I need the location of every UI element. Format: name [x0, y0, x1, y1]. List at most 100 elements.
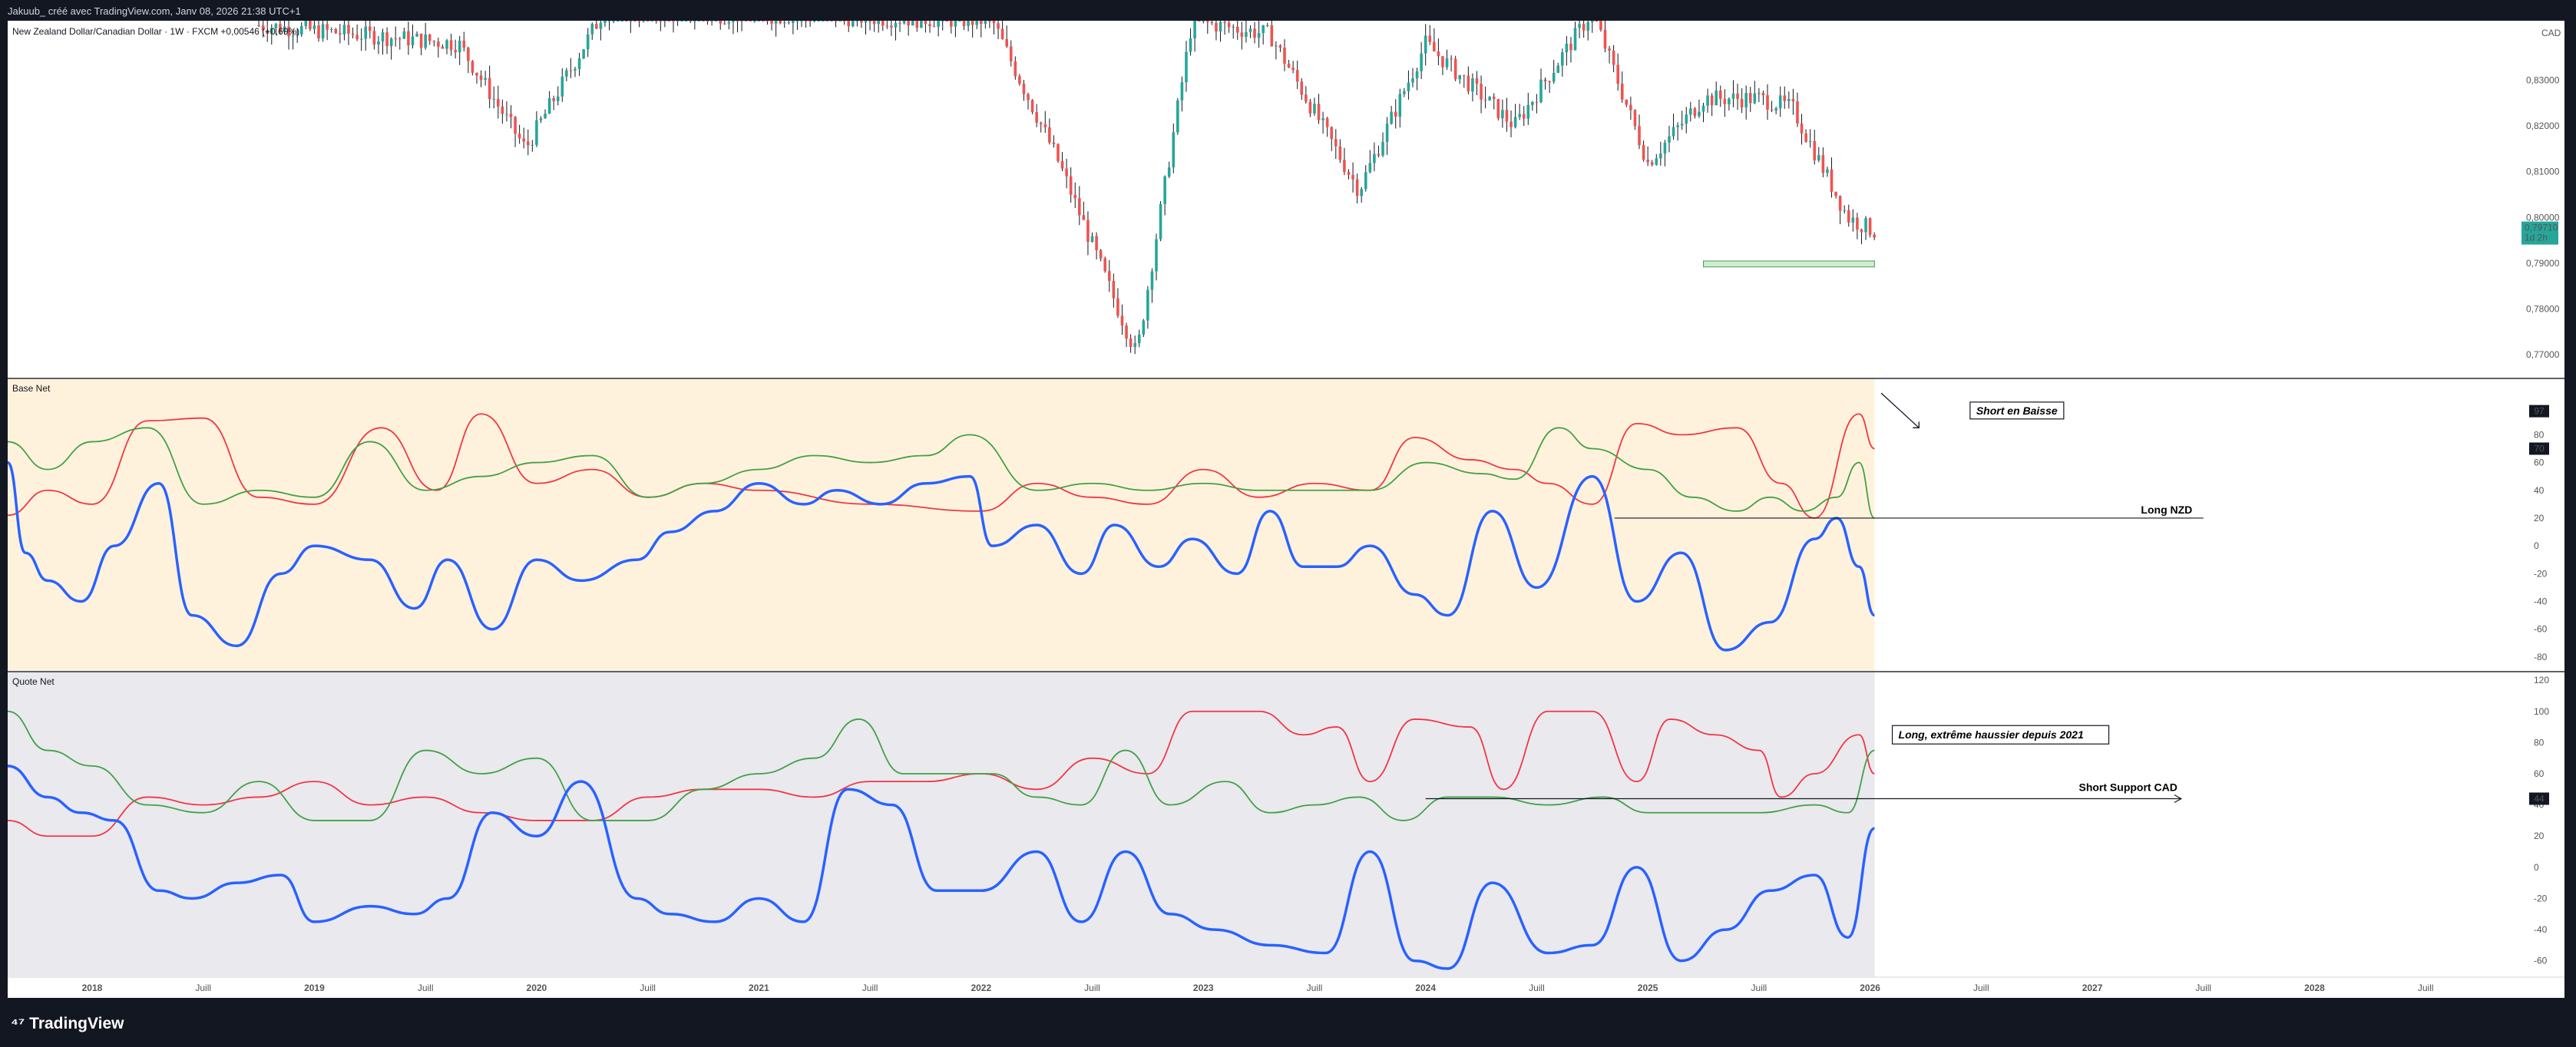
time-tick-label: 2028 [2304, 983, 2325, 993]
candle-body [971, 21, 974, 25]
candle-body [561, 76, 564, 97]
candle-body [1000, 28, 1004, 39]
time-tick-label: 2027 [2082, 983, 2103, 993]
candle-body [872, 21, 876, 25]
candle-body [1685, 114, 1688, 124]
candle-body [334, 28, 338, 34]
candle-body [266, 30, 270, 35]
time-tick-label: 2020 [527, 983, 547, 993]
candle-body [522, 138, 525, 142]
candle-body [484, 78, 487, 80]
candle-body [1112, 280, 1116, 299]
indicator-tick-label: -40 [2534, 596, 2548, 607]
red-series-line [8, 710, 1875, 837]
candle-body [1770, 109, 1774, 111]
candle-body [1347, 171, 1351, 175]
candle-body [419, 33, 423, 48]
time-tick-label: 2025 [1638, 983, 1658, 993]
candle-body [1599, 21, 1602, 30]
candle-body [407, 31, 410, 46]
short-support-arrow-head [2174, 794, 2183, 804]
candle-body [1313, 104, 1316, 114]
price-tick-label: 0,79000 [2526, 258, 2560, 269]
price-tick-label: 0,78000 [2526, 304, 2560, 315]
candle-body [1838, 196, 1842, 211]
indicator-tick-label: 100 [2534, 706, 2549, 717]
candle-body [394, 38, 398, 40]
candle-body [1539, 79, 1543, 103]
candle-body [351, 33, 355, 35]
candle-body [1107, 271, 1111, 281]
value-marker-text: 70 [2534, 443, 2545, 454]
candle-body [552, 97, 555, 101]
candle-body [1548, 81, 1551, 82]
candle-body [299, 25, 303, 35]
candle-body [274, 24, 278, 28]
candle-body [1663, 142, 1667, 154]
chart-canvas[interactable]: CAD 0,83000 0,82000 0,81000 0,80000 0,79000 0,… [8, 21, 2564, 998]
candle-body [304, 21, 308, 26]
blue-series-line [8, 765, 1876, 970]
candle-body [877, 21, 880, 25]
candle-body [992, 21, 996, 24]
candle-body [1265, 25, 1269, 26]
time-tick-label: Juill [1529, 983, 1545, 993]
candle-body [1185, 51, 1188, 83]
candle-body [402, 31, 406, 39]
indicator-tick-label: 20 [2534, 513, 2545, 524]
candle-body [458, 40, 461, 53]
indicator-tick-label: -60 [2534, 956, 2548, 966]
candle-body [1240, 32, 1244, 37]
candle-body [1373, 154, 1376, 163]
candle-body [1018, 76, 1021, 84]
candle-body [287, 26, 290, 37]
candle-body [1275, 45, 1278, 47]
candle-body [1513, 117, 1517, 127]
indicator-tick-label: 60 [2534, 457, 2545, 468]
candle-body [954, 21, 957, 27]
time-tick-label: Juill [1307, 983, 1323, 993]
time-tick-label: 2024 [1415, 983, 1436, 993]
candle-body [1864, 218, 1867, 233]
candle-body [1215, 22, 1218, 32]
indicator-tick-label: -40 [2534, 924, 2548, 935]
candle-body [937, 21, 940, 27]
short-en-baisse-box [1969, 401, 2065, 420]
price-tick-label: 0,80000 [2526, 212, 2560, 223]
candle-body [1731, 93, 1735, 99]
last-price-value: 0,79710 [2525, 223, 2558, 233]
tradingview-logo[interactable]: ⁴⁷ TradingView [11, 1015, 124, 1033]
candle-body [501, 106, 504, 114]
candle-body [1650, 162, 1654, 165]
price-tick-label: 0,77000 [2526, 349, 2560, 360]
time-tick-label: 2022 [971, 983, 991, 993]
candle-body [261, 25, 265, 31]
candle-body [1830, 169, 1834, 192]
candle-body [984, 21, 987, 25]
indicator-tick-label: 80 [2534, 429, 2545, 440]
candle-body [1453, 58, 1457, 80]
candle-body [1450, 58, 1453, 60]
candle-body [355, 35, 359, 39]
long-extreme-label: Long, extrême haussier depuis 2021 [1899, 728, 2084, 741]
candle-body [902, 21, 906, 24]
chart-area[interactable]: CAD 0,83000 0,82000 0,81000 0,80000 0,79000 0,… [8, 21, 2564, 998]
candle-body [1052, 142, 1056, 144]
candle-body [1501, 110, 1504, 118]
candle-body [950, 21, 953, 27]
candle-body [1817, 155, 1820, 160]
bottom-bar: ⁴⁷ TradingView [0, 998, 2576, 1047]
candle-body [1552, 72, 1556, 82]
candle-body [1856, 217, 1859, 230]
candle-body [312, 25, 316, 29]
candle-body [1761, 93, 1765, 96]
candle-body [1403, 91, 1406, 94]
candle-body [1027, 94, 1030, 101]
candle-body [1334, 139, 1338, 147]
tradingview-logo-icon: ⁴⁷ [11, 1016, 25, 1032]
candle-body [1355, 179, 1359, 197]
green-series-line [8, 427, 1875, 519]
candle-body [389, 38, 393, 47]
candle-body [1253, 28, 1256, 38]
indicator-tick-label: -80 [2534, 652, 2548, 662]
